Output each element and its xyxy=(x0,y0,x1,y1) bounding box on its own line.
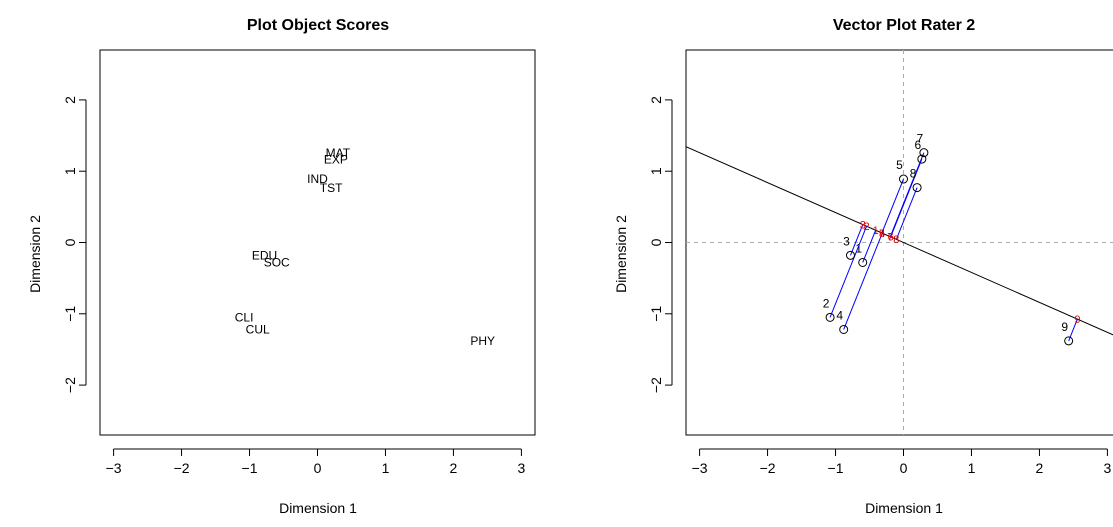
x-tick-label: −2 xyxy=(760,460,776,476)
projection-line xyxy=(862,230,877,263)
point-label: 9 xyxy=(1061,320,1068,334)
projection-line xyxy=(843,232,883,330)
projection-label: 8 xyxy=(893,234,899,246)
data-point xyxy=(845,250,855,260)
data-point xyxy=(858,257,868,267)
projection-line xyxy=(881,178,904,234)
data-point xyxy=(912,183,922,193)
chart-title: Vector Plot Rater 2 xyxy=(833,17,975,34)
y-tick-label: 2 xyxy=(648,96,664,104)
x-tick-label: −3 xyxy=(692,460,708,476)
y-axis-label: Dimension 2 xyxy=(613,215,629,293)
object-label: IND xyxy=(307,172,328,186)
projection-label: 5 xyxy=(879,228,885,240)
point-label: 2 xyxy=(823,296,830,310)
x-tick-label: 2 xyxy=(450,460,458,476)
x-tick-label: 1 xyxy=(968,460,976,476)
y-tick-label: −2 xyxy=(62,377,78,393)
y-tick-label: 2 xyxy=(62,96,78,104)
data-point xyxy=(919,148,929,158)
y-axis-label: Dimension 2 xyxy=(27,215,43,293)
point-label: 8 xyxy=(910,167,917,181)
x-tick-label: −3 xyxy=(106,460,122,476)
y-tick-label: −1 xyxy=(648,306,664,322)
data-point xyxy=(825,312,835,322)
x-axis-label: Dimension 1 xyxy=(279,500,357,516)
vector-line xyxy=(686,146,1113,336)
object-label: MAT xyxy=(326,146,351,160)
projection-line xyxy=(895,187,918,240)
plot-box xyxy=(99,49,536,436)
projection-label: 9 xyxy=(1074,314,1080,326)
projection-line xyxy=(850,224,864,256)
object-label: EDU xyxy=(252,249,277,263)
y-tick-label: 1 xyxy=(62,167,78,175)
y-tick-label: 0 xyxy=(62,238,78,246)
point-label: 4 xyxy=(836,308,843,322)
x-tick-label: −1 xyxy=(828,460,844,476)
y-tick-label: −2 xyxy=(648,377,664,393)
data-point xyxy=(899,174,908,184)
panel-vector-plot: Vector Plot Rater 2 Dimension 1 Dimensio… xyxy=(613,17,1113,516)
x-tick-label: 0 xyxy=(314,460,322,476)
point-label: 1 xyxy=(855,241,862,255)
projection-label: 6 xyxy=(888,232,894,244)
x-tick-label: 3 xyxy=(518,460,526,476)
projection-label: 4 xyxy=(879,228,885,240)
x-tick-label: −2 xyxy=(174,460,190,476)
x-tick-label: 1 xyxy=(382,460,390,476)
object-label: PHY xyxy=(470,334,495,348)
object-label: CUL xyxy=(246,323,270,337)
point-label: 5 xyxy=(896,158,903,172)
point-label: 6 xyxy=(915,138,922,152)
projection-label: 1 xyxy=(873,225,879,237)
projection-label: 3 xyxy=(860,219,866,231)
y-tick-label: 1 xyxy=(648,167,664,175)
projection-label: 2 xyxy=(864,221,870,233)
data-point xyxy=(1064,336,1074,346)
projection-line xyxy=(829,226,868,318)
y-tick-label: −1 xyxy=(62,306,78,322)
point-label: 7 xyxy=(917,132,924,146)
y-tick-label: 0 xyxy=(648,238,664,246)
object-label: EXP xyxy=(324,152,348,166)
x-tick-label: 0 xyxy=(900,460,908,476)
x-axis-label: Dimension 1 xyxy=(865,500,943,516)
projection-label: 7 xyxy=(887,232,893,244)
data-point xyxy=(917,154,927,164)
x-tick-label: 2 xyxy=(1036,460,1044,476)
point-label: 3 xyxy=(843,234,850,248)
chart-title: Plot Object Scores xyxy=(247,17,389,34)
panel-object-scores: Plot Object Scores Dimension 1 Dimension… xyxy=(27,17,536,516)
data-point xyxy=(839,324,849,334)
object-label: TST xyxy=(320,181,343,195)
x-tick-label: 3 xyxy=(1104,460,1112,476)
object-label: SOC xyxy=(264,256,290,270)
x-tick-label: −1 xyxy=(242,460,258,476)
projection-line xyxy=(889,152,925,237)
object-label: CLI xyxy=(235,311,254,325)
